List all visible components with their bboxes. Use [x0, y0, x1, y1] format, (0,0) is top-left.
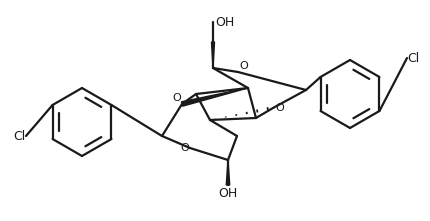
Text: O: O — [172, 93, 181, 103]
Text: O: O — [180, 143, 189, 153]
Text: OH: OH — [218, 187, 238, 200]
Text: Cl: Cl — [407, 51, 419, 65]
Text: O: O — [239, 61, 248, 71]
Text: Cl: Cl — [14, 130, 26, 143]
Polygon shape — [212, 42, 215, 68]
Polygon shape — [226, 160, 230, 185]
Text: O: O — [275, 103, 284, 113]
Text: OH: OH — [215, 15, 234, 29]
Polygon shape — [181, 88, 248, 106]
